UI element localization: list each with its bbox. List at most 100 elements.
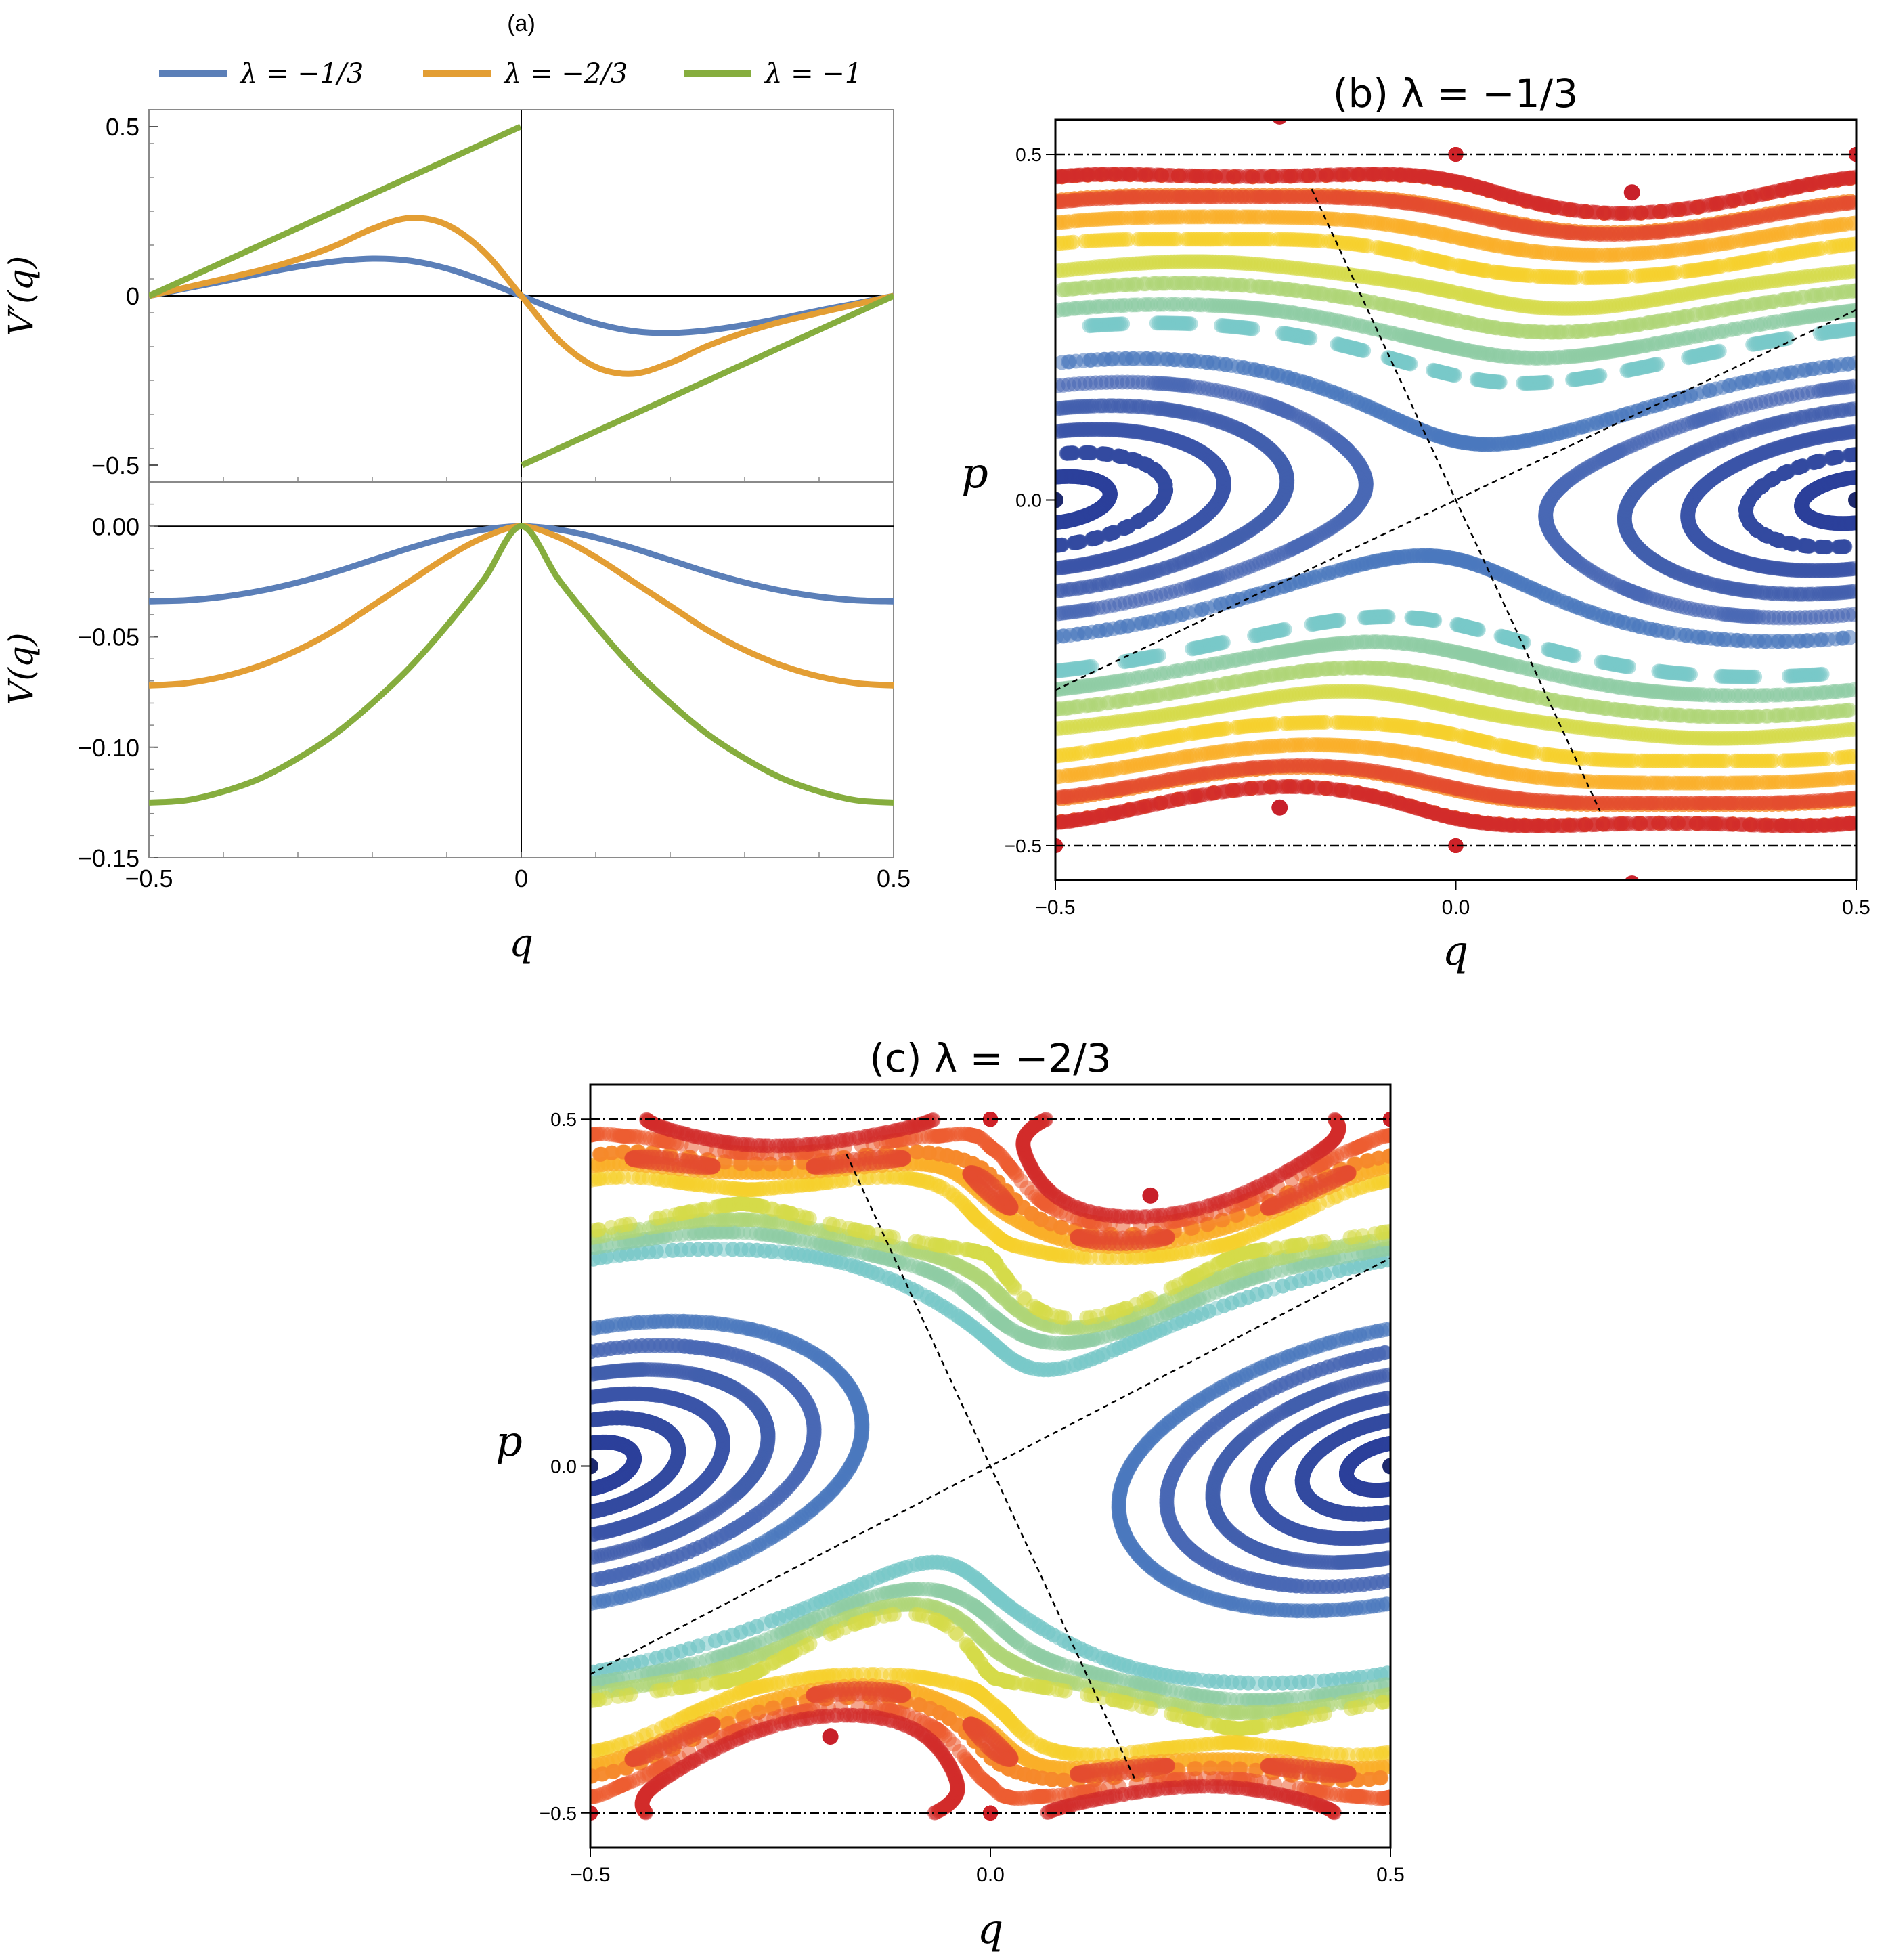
orbit-point [1846,682,1856,697]
orbit-point [1082,353,1098,368]
orbit-point [1596,451,1611,466]
orbit-point [1078,626,1093,640]
orbit-point [1197,680,1212,695]
orbit-point [1837,539,1853,554]
y-tick-label: −0.10 [78,734,139,762]
orbit-point [1067,699,1082,715]
orbit-point [1380,609,1396,625]
orbit-point [1075,509,1091,525]
orbit-point [1823,515,1838,531]
orbit-point [1682,500,1697,515]
orbit-point [1124,570,1140,585]
orbit-point [1643,315,1659,330]
orbit-point [1841,402,1856,417]
orbit-point [1186,517,1202,532]
orbit-point [1698,709,1713,724]
orbit-point [1214,485,1230,500]
orbit-point [1399,329,1414,344]
orbit-point [1273,281,1289,297]
orbit-point [1059,282,1074,297]
orbit-point [1649,622,1665,638]
orbit-point [1565,349,1581,364]
orbit-point [1586,605,1602,621]
orbit-point [1199,355,1214,370]
y-tick-label: −0.5 [91,452,139,479]
orbit-point [1740,688,1755,703]
orbit-point [1210,571,1225,586]
orbit-point [1374,661,1390,676]
potential-subplot: 0.00−0.05−0.10−0.15−0.5 0 0.5 [78,481,911,892]
y-tick-label: 0.00 [92,513,139,540]
x-tick-label: 0.5 [877,865,911,892]
orbit-point [1566,648,1582,663]
panel-a-label: (a) [507,11,535,37]
orbit-point [1059,445,1074,461]
orbit-point [1097,496,1113,512]
orbit-point [1158,532,1173,548]
orbit-point [1686,414,1702,429]
orbit-point [1497,656,1513,671]
orbit-point [1265,504,1280,520]
orbit-point [1545,693,1560,708]
orbit-point [1259,396,1275,412]
orbit-point [1717,323,1733,339]
phase-space-plot-b: −0.5 0.0 0.50.50.0−0.5 [1005,118,1870,919]
orbit-point [1726,709,1742,724]
orbit-point [1841,448,1856,463]
orbit-point [1280,370,1296,385]
orbit-point [1819,540,1835,555]
orbit-point [1801,538,1817,554]
orbit-point [1598,412,1614,428]
orbit-point [1506,435,1521,450]
orbit-point [1337,389,1353,404]
orbit-point [1843,515,1856,531]
orbit-point [1681,350,1696,366]
orbit-point [1118,693,1133,708]
orbit-point [1775,466,1791,481]
orbit-point [1170,276,1185,291]
orbit-point [1807,705,1822,721]
orbit-point [1734,553,1749,569]
orbit-point [1814,666,1830,682]
orbit-point [1719,301,1735,317]
bottom-y-axis-label: V(q) [1,632,41,705]
legend-entry: λ = −2/3 [503,58,628,89]
series-line-3 [149,123,894,469]
x-tick-label: −0.5 [125,865,173,892]
orbit-point [1687,687,1703,702]
series-line-3 [149,523,894,806]
orbit-point [1616,615,1631,630]
orbit-point [1437,670,1452,685]
orbit-point [1139,351,1154,366]
orbit-point [1794,500,1810,515]
orbit-point [1149,315,1164,331]
orbit-point [1755,370,1770,386]
orbit-point [1762,473,1778,488]
series-line-2 [149,215,894,377]
orbit-point [1214,538,1230,554]
orbit-point [1682,446,1697,462]
orbit-point [1803,510,1818,525]
orbit-point [1247,362,1263,378]
orbit-point [1055,378,1066,393]
orbit-point [1470,622,1486,638]
orbit-point [1805,455,1821,471]
orbit-point [1846,607,1856,622]
orbit-point [1714,688,1730,703]
orbit-point [1778,292,1794,307]
orbit-point [1296,374,1311,390]
orbit-point [1749,297,1764,312]
orbit-point [1683,667,1698,682]
orbit-point [1692,483,1707,498]
orbit-point [1253,670,1269,685]
x-tick-label: 0 [514,865,528,892]
orbit-point [1821,475,1837,491]
orbit-point [1717,632,1732,647]
orbit-point [1331,613,1346,628]
orbit-point [1475,318,1491,334]
orbit-point [1153,666,1168,682]
orbit-point [1277,622,1292,637]
orbit-point [1348,500,1363,516]
orbit-point [1214,318,1229,333]
